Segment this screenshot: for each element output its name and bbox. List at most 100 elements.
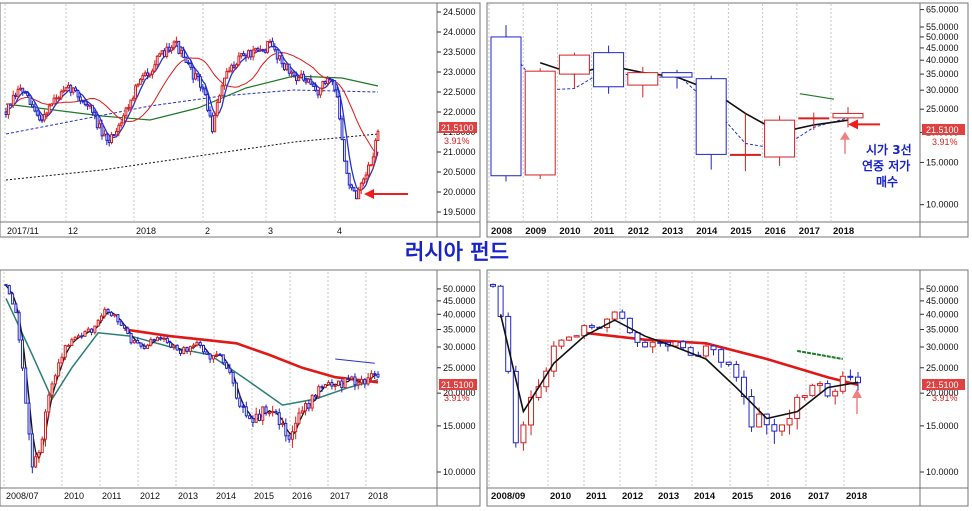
monthly-ytick-label: 30.0000 xyxy=(443,342,476,352)
daily-ytick-label: 24.5000 xyxy=(443,7,476,17)
quarterly-candle xyxy=(550,345,557,372)
monthly-candle xyxy=(175,344,179,351)
monthly-candle xyxy=(225,362,229,369)
daily-candle xyxy=(62,89,66,93)
annual-ytick-label: 40.0000 xyxy=(926,55,959,65)
monthly-candle xyxy=(287,435,291,440)
daily-candle xyxy=(280,55,284,65)
monthly-candle xyxy=(228,367,232,373)
monthly-xtick-label: 2016 xyxy=(292,491,312,501)
daily-candle xyxy=(88,104,92,107)
quarterly-ytick-label: 35.0000 xyxy=(926,324,959,334)
daily-candle xyxy=(81,100,85,103)
quarterly-candle xyxy=(588,325,595,328)
monthly-candle xyxy=(169,342,173,348)
annual-ytick-label: 15.0000 xyxy=(926,157,959,167)
daily-candle xyxy=(170,47,173,51)
monthly-candle xyxy=(353,376,357,386)
daily-ma-long-blue-dashed xyxy=(5,89,379,135)
daily-ytick-label: 22.5000 xyxy=(443,87,476,97)
quarterly-candle xyxy=(748,396,755,428)
daily-candle xyxy=(335,89,339,98)
monthly-candle xyxy=(281,422,285,426)
daily-candle xyxy=(244,54,248,58)
monthly-candle xyxy=(109,311,113,317)
monthly-candle xyxy=(73,336,77,341)
quarterly-xtick-label: 2017 xyxy=(808,491,829,502)
daily-candle xyxy=(175,40,178,43)
daily-candle xyxy=(321,80,325,89)
quarterly-xtick-label: 2010 xyxy=(550,491,571,502)
annual-candle xyxy=(798,117,830,120)
monthly-candle xyxy=(44,411,48,440)
daily-candle xyxy=(340,118,344,141)
monthly-candle xyxy=(336,380,340,387)
daily-candle xyxy=(256,47,260,51)
daily-candle xyxy=(23,91,27,94)
monthly-candle xyxy=(284,422,288,437)
daily-candle xyxy=(208,109,212,117)
daily-candle xyxy=(263,49,267,53)
annual-candle xyxy=(593,52,625,88)
daily-candle xyxy=(98,123,101,129)
annual-last-price-tag xyxy=(922,124,965,135)
quarterly-last-price-tag xyxy=(922,379,965,390)
daily-candle xyxy=(50,103,54,107)
monthly-candle xyxy=(238,397,242,407)
quarterly-candle xyxy=(809,384,816,397)
annual-note-line-3: 매수 xyxy=(876,174,898,189)
monthly-candle xyxy=(188,345,192,352)
quarterly-ytick-label: 30.0000 xyxy=(926,342,959,352)
daily-candle xyxy=(59,91,63,99)
daily-candle xyxy=(19,87,22,90)
daily-candle xyxy=(28,94,32,105)
monthly-candle xyxy=(70,339,74,346)
monthly-candle xyxy=(366,377,370,385)
monthly-candle xyxy=(165,337,169,344)
daily-candle xyxy=(350,184,354,189)
monthly-xtick-label: 2015 xyxy=(254,491,274,501)
annual-xtick-label: 2016 xyxy=(765,226,786,237)
daily-candle xyxy=(79,96,82,102)
monthly-ytick-label: 40.0000 xyxy=(443,309,476,319)
daily-candle xyxy=(191,66,195,80)
annual-note-line-1: 시가 3선 xyxy=(866,142,912,157)
daily-candle xyxy=(352,187,356,192)
monthly-candle xyxy=(155,337,159,342)
daily-candle xyxy=(146,72,149,76)
monthly-candle xyxy=(113,314,117,317)
daily-candle xyxy=(215,101,219,116)
monthly-candle xyxy=(126,327,130,335)
monthly-candle xyxy=(277,412,281,426)
daily-candle xyxy=(287,63,291,74)
monthly-candle xyxy=(76,335,80,338)
monthly-candle xyxy=(182,347,186,354)
quarterly-candle xyxy=(832,390,839,397)
monthly-candle xyxy=(376,373,380,378)
quarterly-candle xyxy=(497,285,504,317)
daily-candle xyxy=(165,46,169,57)
daily-candle xyxy=(316,89,320,96)
daily-candle xyxy=(376,130,380,141)
monthly-candle xyxy=(218,353,222,356)
daily-candle xyxy=(179,49,183,54)
annual-xtick-label: 2013 xyxy=(662,226,683,237)
annual-candle xyxy=(627,72,659,86)
daily-candle xyxy=(153,64,157,72)
annual-candle xyxy=(764,119,796,158)
monthly-candle xyxy=(172,344,176,348)
daily-candle xyxy=(232,64,236,68)
daily-candle xyxy=(247,50,250,58)
daily-candle xyxy=(355,190,358,200)
daily-candle xyxy=(95,114,99,129)
daily-candle xyxy=(218,95,221,103)
daily-candle xyxy=(86,104,89,107)
quarterly-candle xyxy=(528,396,535,426)
daily-candle xyxy=(357,189,361,200)
quarterly-candle xyxy=(649,341,656,348)
daily-candle xyxy=(271,40,274,48)
daily-candle xyxy=(374,139,378,158)
daily-candle xyxy=(343,139,346,162)
annual-panel-frame xyxy=(486,2,969,238)
monthly-candle xyxy=(136,339,140,344)
